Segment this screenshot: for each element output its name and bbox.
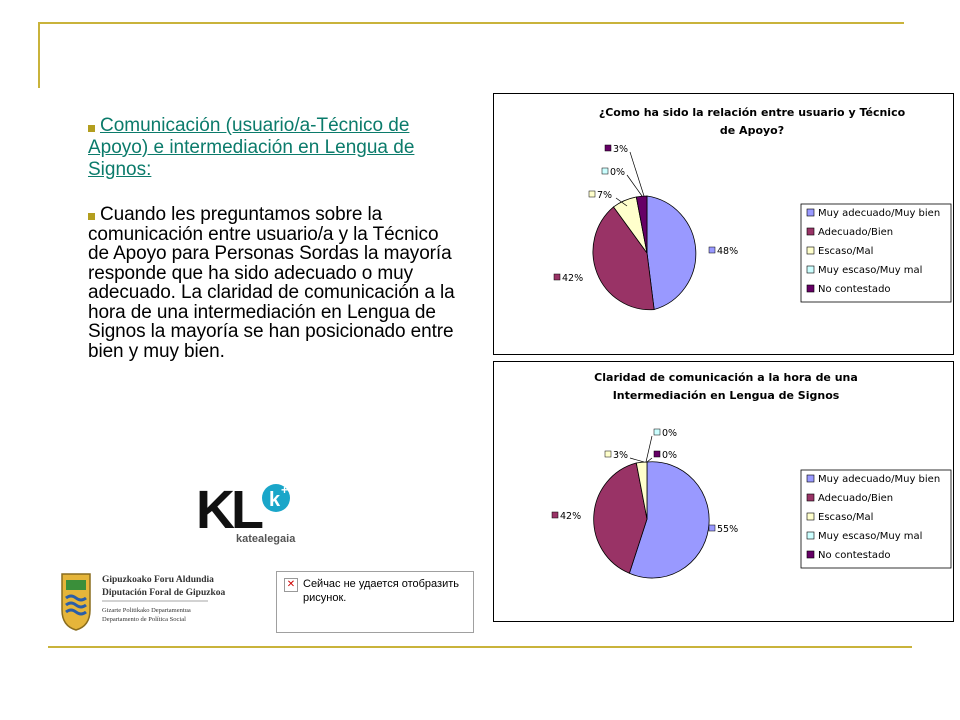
- gip-line-2: Diputación Foral de Gipuzkoa: [102, 588, 225, 598]
- legend-swatch: [806, 208, 815, 217]
- data-label: 42%: [562, 273, 583, 284]
- pie-slice: [646, 195, 697, 311]
- legend-swatch: [806, 474, 815, 483]
- legend-entry: Escaso/Mal: [818, 246, 873, 257]
- bullet-heading[interactable]: Comunicación (usuario/a-Técnico de Apoyo…: [88, 115, 458, 181]
- data-label: 0%: [662, 450, 677, 461]
- data-label-swatch: [708, 524, 716, 532]
- leader-line: [646, 457, 653, 463]
- gip-line-1: Gipuzkoako Foru Aldundia: [102, 575, 214, 585]
- legend-entry: No contestado: [818, 284, 891, 295]
- pie-slice: [635, 461, 648, 520]
- bullet-body: Cuando les preguntamos sobre la comunica…: [88, 205, 458, 361]
- legend-swatch: [806, 493, 815, 502]
- pie-slice: [592, 206, 655, 311]
- body-text: Cuando les preguntamos sobre la comunica…: [88, 204, 455, 362]
- data-label: 7%: [597, 190, 612, 201]
- kl-badge-circle: [262, 484, 290, 512]
- chart-title-line: Claridad de comunicación a la hora de un…: [594, 371, 858, 384]
- leader-line: [615, 197, 628, 207]
- data-label-swatch: [553, 273, 561, 281]
- legend-swatch: [806, 284, 815, 293]
- frame-top-line: [38, 22, 904, 24]
- pie-chart-2-svg: Claridad de comunicación a la hora de un…: [551, 371, 952, 579]
- legend-entry: Adecuado/Bien: [818, 493, 893, 504]
- data-label: 3%: [613, 450, 628, 461]
- legend-swatch: [806, 246, 815, 255]
- frame-left-line: [38, 22, 40, 88]
- data-label: 48%: [717, 246, 738, 257]
- leader-line: [645, 435, 653, 463]
- legend-entry: Muy adecuado/Muy bien: [818, 474, 940, 485]
- legend-swatch: [806, 550, 815, 559]
- legend-swatch: [806, 227, 815, 236]
- legend-entry: Muy adecuado/Muy bien: [818, 208, 940, 219]
- broken-image-placeholder: ✕ Сейчас не удается отобразить рисунок.: [276, 571, 474, 633]
- legend-entry: Muy escaso/Muy mal: [818, 531, 922, 542]
- data-label: 3%: [613, 144, 628, 155]
- broken-image-message: Сейчас не удается отобразить рисунок.: [303, 578, 459, 604]
- bullet-square-icon: [88, 213, 95, 220]
- data-label-swatch: [653, 428, 661, 436]
- pie-slice: [628, 461, 710, 579]
- legend-swatch: [806, 512, 815, 521]
- data-label-swatch: [588, 190, 596, 198]
- bullet-square-icon: [88, 125, 95, 132]
- legend-swatch: [806, 265, 815, 274]
- gipuzkoa-logo: Gipuzkoako Foru Aldundia Diputación Fora…: [61, 573, 225, 631]
- legend-swatch: [806, 531, 815, 540]
- chart-title-line: Intermediación en Lengua de Signos: [613, 389, 840, 402]
- frame-bottom-line: [48, 646, 912, 648]
- leader-line: [626, 174, 643, 197]
- data-label-swatch: [601, 167, 609, 175]
- chart-title-line: de Apoyo?: [720, 124, 784, 137]
- data-label: 42%: [560, 511, 581, 522]
- leader-line: [629, 151, 645, 197]
- gip-line-3: Gizarte Politikako Departamentua: [102, 607, 191, 614]
- leader-line: [629, 457, 645, 463]
- data-label-swatch: [708, 246, 716, 254]
- legend-entry: Muy escaso/Muy mal: [818, 265, 922, 276]
- data-label-swatch: [551, 511, 559, 519]
- kl-badge-letter: k: [269, 489, 281, 511]
- data-label-swatch: [604, 144, 612, 152]
- katealegaia-logo: KL k + katealegaia: [196, 480, 296, 545]
- data-label: 0%: [662, 428, 677, 439]
- pie-chart-1-svg: ¿Como ha sido la relación entre usuario …: [553, 106, 952, 311]
- kl-subtitle: katealegaia: [236, 533, 296, 545]
- legend-entry: Adecuado/Bien: [818, 227, 893, 238]
- data-label: 0%: [610, 167, 625, 178]
- kl-letters: KL: [196, 480, 263, 540]
- pie-slice: [593, 462, 648, 574]
- gipuzkoa-shield-icon: [61, 573, 91, 631]
- gip-line-4: Departamento de Política Social: [102, 616, 186, 623]
- pie-chart-1: ¿Como ha sido la relación entre usuario …: [493, 93, 954, 355]
- broken-image-icon: ✕: [284, 578, 298, 592]
- data-label-swatch: [653, 450, 661, 458]
- kl-badge-plus: +: [281, 483, 288, 497]
- data-label: 55%: [717, 524, 738, 535]
- pie-chart-2: Claridad de comunicación a la hora de un…: [493, 361, 954, 622]
- chart-title-line: ¿Como ha sido la relación entre usuario …: [599, 106, 906, 119]
- data-label-swatch: [604, 450, 612, 458]
- heading-link[interactable]: Comunicación (usuario/a-Técnico de Apoyo…: [88, 115, 415, 180]
- pie-slice: [635, 195, 648, 254]
- legend-entry: No contestado: [818, 550, 891, 561]
- legend-entry: Escaso/Mal: [818, 512, 873, 523]
- legend-box: [800, 203, 952, 303]
- text-block: Comunicación (usuario/a-Técnico de Apoyo…: [88, 115, 458, 361]
- legend-box: [800, 469, 952, 569]
